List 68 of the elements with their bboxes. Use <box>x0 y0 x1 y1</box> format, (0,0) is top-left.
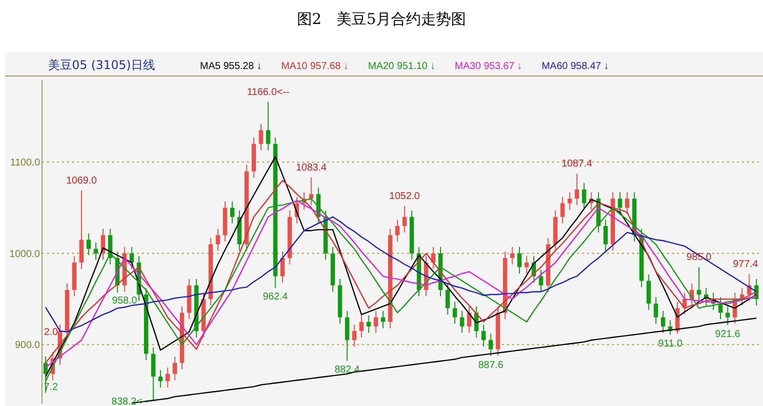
candlestick <box>568 192 572 210</box>
candlestick <box>266 101 270 151</box>
annotation: 882.4 <box>334 364 360 376</box>
annotation: 838.2<-- <box>111 396 149 406</box>
line-series <box>44 156 758 378</box>
candlestick <box>366 314 371 334</box>
candlestick <box>538 269 544 292</box>
candlestick <box>309 176 314 206</box>
candlestick <box>654 296 658 324</box>
candlestick <box>452 301 458 324</box>
candlestick <box>696 266 702 302</box>
candlestick <box>431 246 436 270</box>
candlestick <box>646 274 651 310</box>
y-tick-label: 1000.0 <box>9 248 40 260</box>
candlestick <box>402 205 407 233</box>
candlestick <box>151 346 156 402</box>
candlestick <box>603 219 608 252</box>
annotation: 887.6 <box>478 360 504 371</box>
candlestick <box>158 370 163 388</box>
candlestick <box>625 192 630 215</box>
text: MA5 955.28 ↓ <box>200 61 262 72</box>
candlestick <box>560 196 565 224</box>
annotation: 2.0 <box>44 327 58 338</box>
candlestick <box>467 306 472 334</box>
annotation: 1052.0 <box>389 190 420 202</box>
candlestick <box>517 246 522 274</box>
candlestick <box>165 366 170 388</box>
annotation: 977.4 <box>732 259 758 270</box>
candlestick <box>582 182 586 210</box>
annotation: 958.0 <box>112 296 138 307</box>
candlestick <box>488 333 493 356</box>
candlestick <box>359 314 364 338</box>
y-tick-label: 900.0 <box>14 340 40 352</box>
annotation: 1083.4 <box>296 162 327 174</box>
candlestick <box>258 123 264 151</box>
text: MA20 951.10 ↓ <box>368 61 436 72</box>
candlestick <box>446 283 450 316</box>
candlestick <box>660 310 666 334</box>
chart-subtitle: 美豆05 (3105)日线 <box>48 58 155 72</box>
annotation: 1087.4 <box>562 158 593 170</box>
candlestick <box>395 219 400 242</box>
candlestick <box>574 173 580 206</box>
chart-title: 图2 美豆5月合约走势图 <box>296 10 466 28</box>
candlestick <box>726 306 730 326</box>
candlestick <box>510 246 514 265</box>
y-tick-label: 1100.0 <box>10 158 40 169</box>
text: MA10 957.68 ↓ <box>281 61 348 72</box>
annotation: 911.0 <box>658 338 683 350</box>
annotation: 1069.0 <box>66 175 98 186</box>
candlestick <box>352 324 356 347</box>
text: MA30 953.67 ↓ <box>454 61 522 72</box>
candlestick <box>94 242 98 260</box>
candlestick <box>130 246 134 270</box>
candlestick <box>380 310 386 329</box>
candlestick <box>172 356 177 381</box>
candlestick <box>344 310 350 362</box>
candlestick <box>86 232 91 256</box>
text: MA60 958.47 ↓ <box>542 61 609 72</box>
annotation: 1166.0<-- <box>247 86 290 98</box>
annotation: 921.6 <box>715 328 741 340</box>
candlestick <box>524 256 529 274</box>
candlestick <box>374 310 378 334</box>
candlestick <box>216 228 220 252</box>
candlestick <box>481 324 486 347</box>
candlestick <box>460 310 464 334</box>
annotation: 962.4 <box>262 292 288 303</box>
candlestick <box>230 200 234 224</box>
candlestick <box>79 190 84 270</box>
